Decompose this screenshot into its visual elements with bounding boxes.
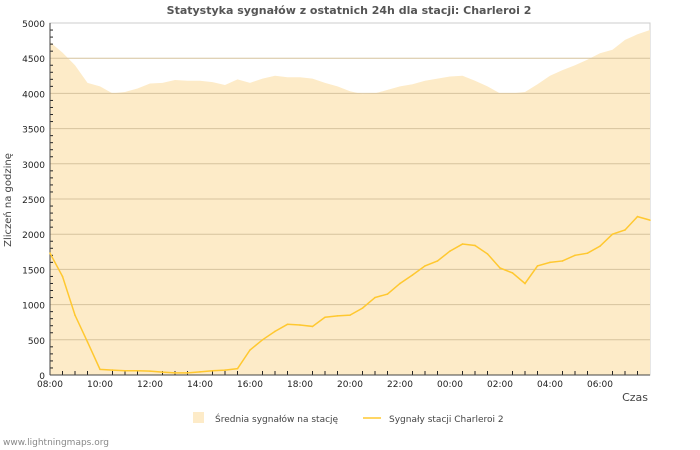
x-tick-label: 20:00 — [337, 380, 363, 390]
data-point — [424, 265, 426, 267]
data-point — [124, 369, 126, 372]
data-point — [524, 282, 526, 285]
data-point — [286, 323, 289, 326]
data-point — [549, 261, 551, 264]
x-tick-label: 14:00 — [187, 380, 213, 390]
data-point — [249, 349, 251, 351]
data-point — [599, 245, 601, 247]
data-point — [224, 369, 226, 371]
x-axis-label: Czas — [622, 391, 648, 404]
data-point — [486, 253, 489, 255]
data-point — [324, 316, 326, 319]
data-point — [449, 250, 451, 252]
x-tick-label: 18:00 — [287, 380, 313, 390]
data-point — [361, 307, 364, 309]
data-point — [561, 260, 564, 262]
data-point — [461, 243, 464, 245]
y-tick-label: 4500 — [22, 55, 45, 65]
data-point — [161, 371, 164, 373]
data-point — [311, 325, 314, 328]
x-tick-label: 02:00 — [487, 380, 513, 390]
data-point — [499, 267, 501, 269]
y-tick-label: 3500 — [22, 126, 45, 136]
data-point — [386, 293, 389, 295]
data-point — [74, 314, 76, 316]
y-tick-label: 0 — [39, 372, 45, 382]
data-point — [261, 339, 264, 341]
y-tick-label: 1500 — [22, 266, 45, 276]
x-tick-label: 04:00 — [537, 380, 563, 390]
data-point — [611, 233, 614, 235]
data-point — [174, 372, 176, 374]
data-point — [111, 369, 114, 371]
data-point — [649, 219, 651, 221]
chart-title: Statystyka sygnałów z ostatnich 24h dla … — [167, 4, 532, 17]
legend-label-average: Średnia sygnałów na stację — [215, 413, 339, 425]
data-point — [536, 265, 539, 267]
data-point — [474, 244, 476, 247]
data-point — [336, 315, 339, 317]
x-tick-label: 10:00 — [87, 380, 113, 390]
y-tick-label: 3000 — [22, 161, 45, 171]
footer-site-link[interactable]: www.lightningmaps.org — [3, 438, 109, 448]
data-point — [636, 215, 639, 218]
data-point — [274, 330, 276, 333]
legend-swatch-average — [193, 412, 204, 423]
data-point — [49, 252, 51, 255]
y-tick-label: 2000 — [22, 231, 45, 241]
data-point — [511, 272, 514, 274]
y-axis-label: Zliczeń na godzinę — [2, 153, 14, 247]
x-tick-label: 00:00 — [437, 380, 463, 390]
area-series-average — [50, 30, 650, 375]
x-tick-label: 16:00 — [237, 380, 263, 390]
y-tick-label: 4000 — [22, 90, 45, 100]
y-tick-label: 500 — [28, 337, 45, 347]
x-tick-label: 06:00 — [587, 380, 613, 390]
data-point — [586, 252, 589, 255]
data-point — [374, 296, 376, 299]
data-point — [349, 314, 351, 316]
data-point — [436, 260, 439, 262]
data-point — [186, 372, 189, 374]
y-tick-label: 1000 — [22, 302, 45, 312]
data-point — [149, 370, 151, 372]
data-point — [411, 274, 414, 276]
legend-label-station: Sygnały stacji Charleroi 2 — [389, 415, 504, 425]
data-point — [299, 324, 301, 326]
data-point — [211, 369, 214, 372]
y-tick-label: 5000 — [22, 20, 45, 30]
data-point — [624, 229, 626, 231]
x-tick-label: 12:00 — [137, 380, 163, 390]
data-point — [236, 367, 239, 370]
data-point — [61, 275, 64, 278]
data-point — [199, 371, 201, 373]
y-tick-label: 2500 — [22, 196, 45, 206]
data-point — [136, 369, 139, 372]
data-point — [399, 282, 401, 285]
data-point — [86, 341, 89, 343]
data-point — [574, 254, 576, 257]
data-point — [99, 368, 101, 371]
x-tick-label: 22:00 — [387, 380, 413, 390]
x-tick-label: 08:00 — [37, 380, 63, 390]
